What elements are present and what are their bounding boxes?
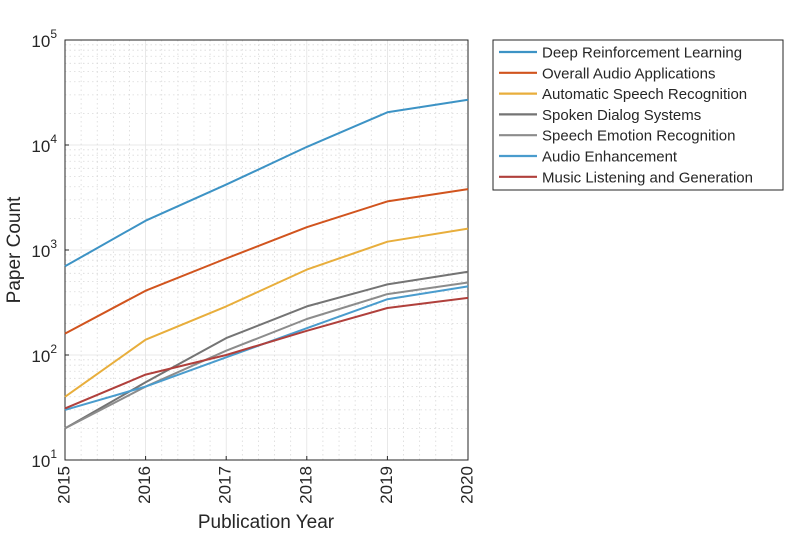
y-tick-label: 102 <box>31 342 57 366</box>
series-line-2 <box>64 188 469 335</box>
y-axis-ticks: 101 102 103 104 105 <box>31 27 69 471</box>
y-axis-title: Paper Count <box>4 196 25 303</box>
series-lines <box>64 98 469 430</box>
y-tick-label: 101 <box>31 447 57 471</box>
legend-label: Overall Audio Applications <box>542 65 715 82</box>
x-axis-title: Publication Year <box>198 512 335 533</box>
x-tick-label: 2019 <box>377 466 396 504</box>
legend-label: Deep Reinforcement Learning <box>542 45 742 62</box>
x-tick-label: 2020 <box>457 466 476 504</box>
legend-label: Spoken Dialog Systems <box>542 107 701 124</box>
x-tick-label: 2015 <box>54 466 73 504</box>
x-tick-label: 2018 <box>296 466 315 504</box>
x-tick-label: 2016 <box>135 466 154 504</box>
series-line-3 <box>64 227 469 398</box>
legend-items: Deep Reinforcement Learning Overall Audio… <box>499 45 753 186</box>
legend-label: Music Listening and Generation <box>542 169 753 186</box>
y-tick-label: 105 <box>31 27 57 51</box>
series-line-7 <box>64 296 469 410</box>
legend-label: Automatic Speech Recognition <box>542 86 747 103</box>
legend-label: Audio Enhancement <box>542 149 678 166</box>
x-tick-label: 2017 <box>216 466 235 504</box>
series-line-1 <box>64 98 469 268</box>
legend-label: Speech Emotion Recognition <box>542 128 735 145</box>
legend-box <box>492 39 784 191</box>
legend: Deep Reinforcement Learning Overall Audio… <box>492 39 784 191</box>
y-tick-label: 103 <box>31 237 57 261</box>
series-line-5 <box>64 281 469 430</box>
x-axis-ticks: 2015 2016 2017 2018 2019 2020 <box>54 456 476 504</box>
y-tick-label: 104 <box>31 132 57 156</box>
